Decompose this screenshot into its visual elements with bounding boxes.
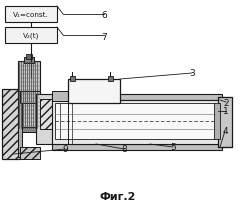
Text: Фиг.2: Фиг.2 (100, 191, 136, 201)
Bar (26, 55, 32, 60)
Bar (2, 90, 20, 159)
Text: 9: 9 (62, 145, 68, 154)
Bar (52, 95, 222, 101)
Text: 7: 7 (101, 32, 107, 41)
Bar (36, 95, 52, 144)
Bar (18, 62, 40, 129)
Text: V₂(t): V₂(t) (23, 33, 39, 39)
Bar (20, 91, 40, 103)
Bar (5, 7, 57, 23)
Bar (214, 103, 220, 139)
Text: 2: 2 (223, 98, 229, 107)
Bar (218, 97, 232, 147)
Text: 8: 8 (121, 145, 127, 154)
Text: 5: 5 (170, 143, 176, 152)
Text: 1: 1 (223, 107, 229, 116)
Text: 3: 3 (189, 69, 195, 78)
Bar (52, 91, 70, 102)
Bar (52, 144, 222, 150)
Bar (108, 77, 113, 82)
Bar (40, 99, 60, 129)
Bar (24, 58, 34, 64)
Bar (18, 91, 22, 157)
Text: V₁=const.: V₁=const. (13, 12, 49, 18)
Bar (20, 147, 40, 159)
Bar (5, 28, 57, 44)
Bar (68, 80, 120, 103)
Text: 6: 6 (101, 12, 107, 20)
Bar (70, 77, 75, 82)
Bar (52, 101, 222, 144)
Bar (55, 103, 215, 139)
Text: 4: 4 (222, 127, 228, 136)
Bar (22, 127, 36, 132)
